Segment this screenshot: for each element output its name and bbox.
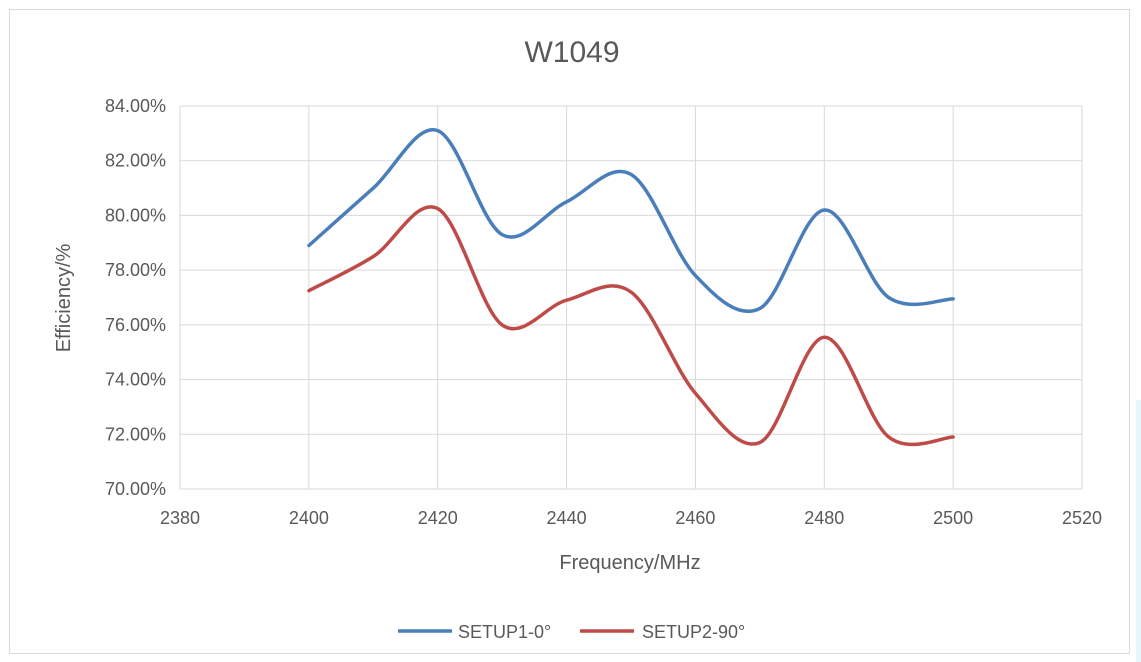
x-tick-label: 2500 xyxy=(933,508,973,528)
x-tick-label: 2440 xyxy=(547,508,587,528)
y-tick-label: 70.00% xyxy=(105,479,166,499)
chart-frame xyxy=(9,9,1130,654)
y-tick-label: 78.00% xyxy=(105,260,166,280)
x-tick-label: 2460 xyxy=(675,508,715,528)
series-line-1 xyxy=(307,128,955,314)
y-tick-label: 84.00% xyxy=(105,96,166,116)
tick-labels: 70.00% 72.00% 74.00% 76.00% 78.00% 80.00% 82.0… xyxy=(105,96,1102,528)
x-tick-label: 2480 xyxy=(804,508,844,528)
y-tick-label: 80.00% xyxy=(105,205,166,225)
legend: SETUP1-0° SETUP2-90° xyxy=(398,622,745,642)
chart-title: W1049 xyxy=(524,36,619,69)
x-tick-label: 2420 xyxy=(418,508,458,528)
x-tick-label: 2380 xyxy=(160,508,200,528)
x-tick-label: 2400 xyxy=(289,508,329,528)
x-axis-title: Frequency/MHz xyxy=(559,552,700,574)
y-tick-label: 76.00% xyxy=(105,315,166,335)
series-line-2 xyxy=(307,205,955,447)
y-tick-label: 82.00% xyxy=(105,151,166,171)
series-lines xyxy=(307,128,955,447)
legend-item: SETUP1-0° xyxy=(398,622,551,642)
y-tick-label: 72.00% xyxy=(105,424,166,444)
legend-label: SETUP1-0° xyxy=(458,622,551,642)
legend-label: SETUP2-90° xyxy=(642,622,745,642)
x-tick-label: 2520 xyxy=(1062,508,1102,528)
y-axis-title: Efficiency/% xyxy=(53,244,75,353)
legend-item: SETUP2-90° xyxy=(580,622,745,642)
y-tick-label: 74.00% xyxy=(105,370,166,390)
gridlines xyxy=(179,105,1083,490)
right-edge-strip xyxy=(1136,400,1141,662)
